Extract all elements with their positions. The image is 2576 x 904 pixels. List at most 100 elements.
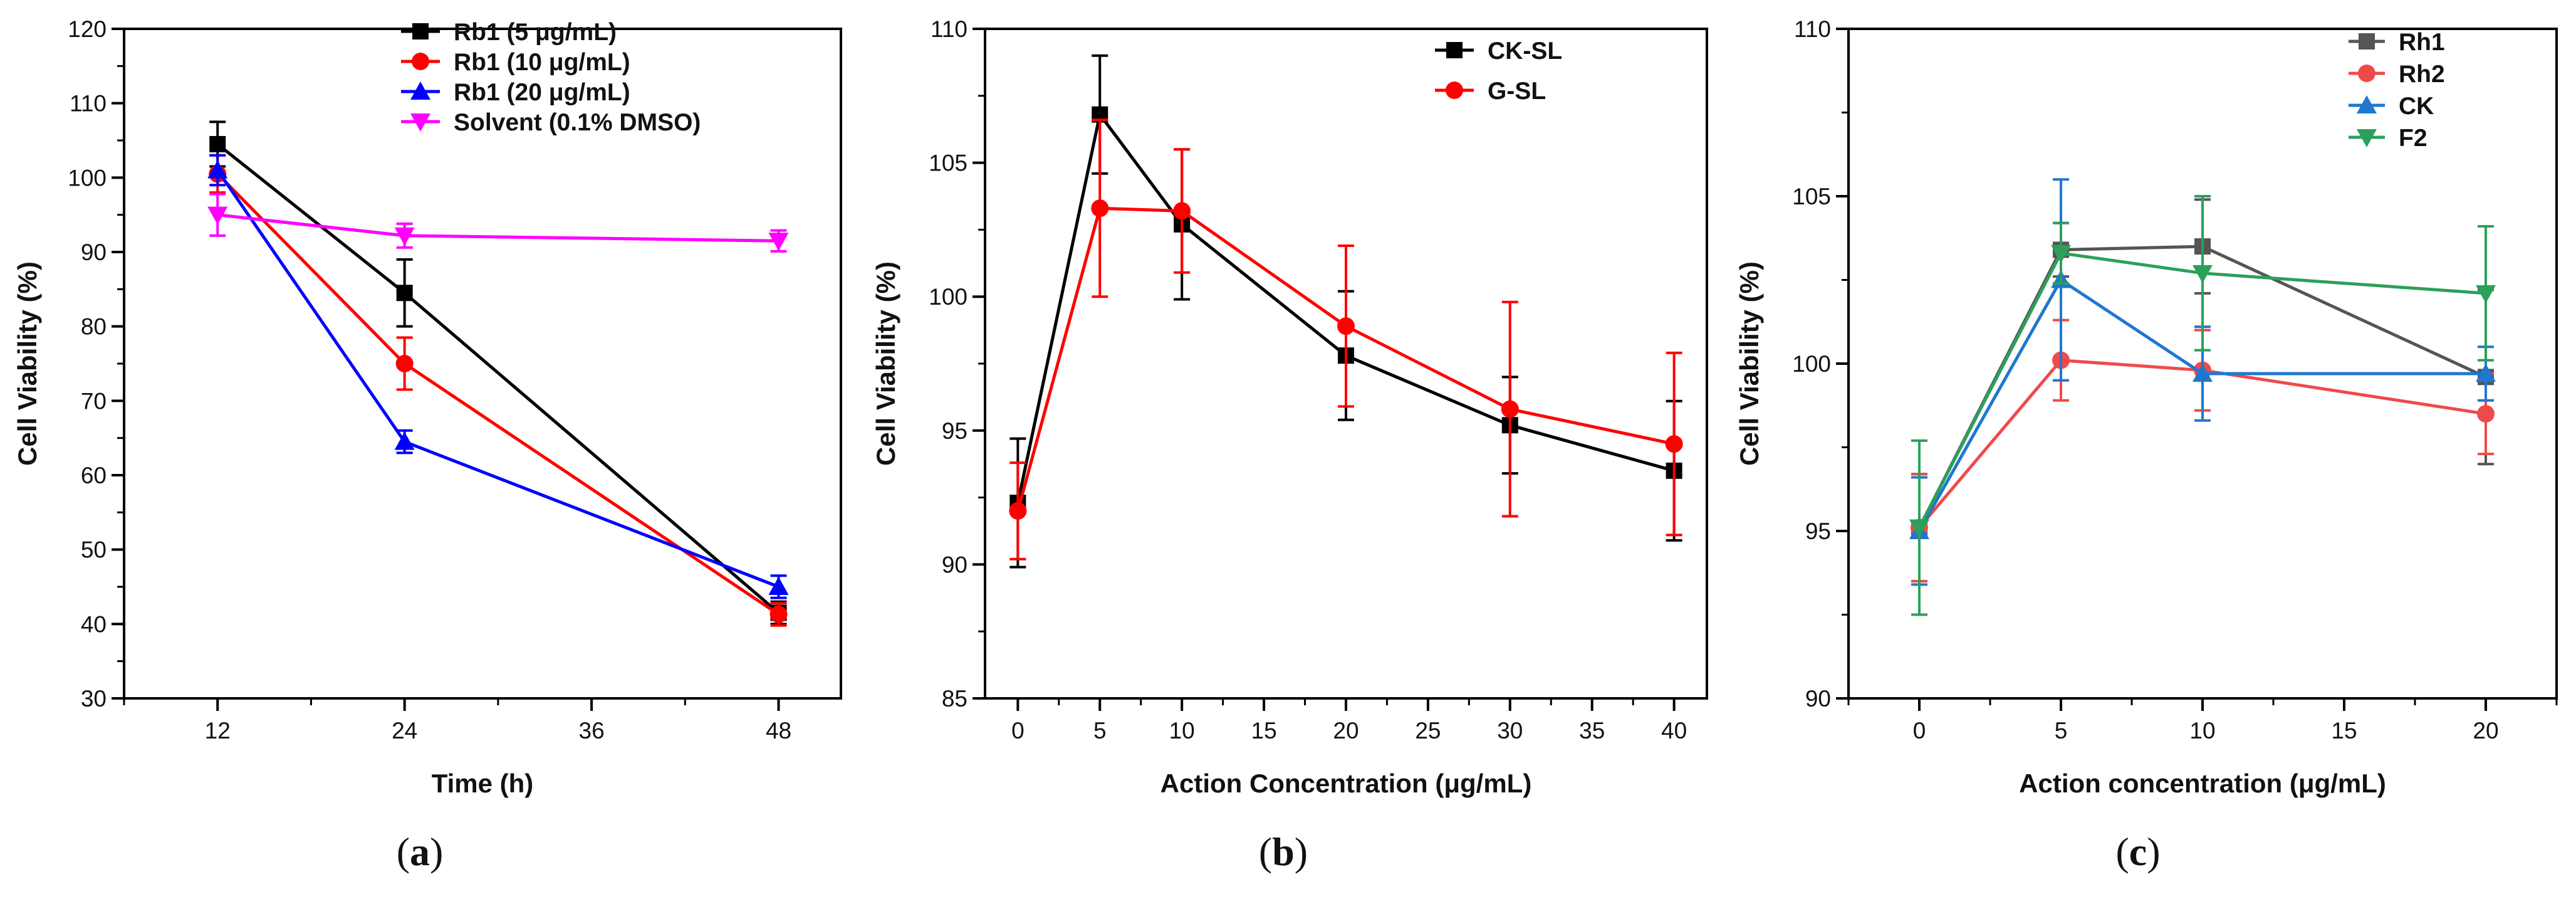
y-tick-label: 100	[929, 284, 967, 310]
data-point	[396, 285, 413, 302]
legend-label: Rb1 (5 μg/mL)	[454, 19, 617, 46]
data-point	[209, 135, 226, 152]
panel-caption: (b)	[1259, 829, 1308, 874]
data-point	[394, 227, 415, 246]
legend-label: G-SL	[1488, 78, 1546, 105]
x-tick-label: 48	[766, 718, 791, 744]
legend-marker	[2357, 95, 2377, 113]
x-tick-label: 40	[1661, 718, 1687, 744]
series-line	[1917, 251, 2486, 528]
x-tick-label: 0	[1913, 718, 1926, 744]
series-rb1-20-g-ml-	[207, 154, 789, 599]
caption-letter: c	[2129, 829, 2147, 874]
y-tick-label: 100	[68, 165, 107, 191]
y-tick-label: 40	[81, 611, 107, 637]
x-axis-title: Action concentration (μg/mL)	[2019, 769, 2386, 798]
caption-close: )	[430, 829, 443, 874]
data-point	[1501, 400, 1519, 418]
series-line	[1918, 359, 2486, 529]
legend-marker	[2357, 129, 2377, 147]
x-tick-label: 36	[579, 718, 605, 744]
legend-label: CK	[2399, 93, 2434, 120]
x-tick-label: 0	[1011, 718, 1025, 744]
x-axis-title: Time (h)	[432, 769, 534, 798]
y-tick-label: 70	[81, 388, 107, 414]
y-tick-label: 85	[942, 686, 967, 712]
legend: CK-SL G-SL	[1435, 38, 1562, 105]
legend-marker	[412, 23, 429, 39]
y-tick-label: 50	[81, 537, 107, 563]
y-tick-label: 30	[81, 686, 107, 712]
data-point	[768, 577, 789, 595]
caption-open: (	[397, 829, 410, 874]
legend: Rh1 Rh2 CK F2	[2349, 29, 2445, 152]
panel-b: 0 5 10 15 20 25 30 35 40 85 90 95 100 105 110 Action Co…	[871, 16, 1708, 874]
data-point	[768, 233, 789, 251]
series-line	[216, 169, 780, 589]
caption-open: (	[2115, 829, 2129, 874]
x-tick-label: 15	[1251, 718, 1277, 744]
y-tick-label: 120	[68, 16, 107, 42]
series-line	[1016, 206, 1675, 512]
panel-a: 12 24 36 48 30 40 50 60 70 80 90 100 110 120 Time (h) C…	[13, 16, 842, 874]
legend-marker	[410, 113, 430, 132]
legend-label: Rh1	[2399, 29, 2445, 56]
x-tick-label: 20	[2473, 718, 2498, 744]
y-tick-label: 105	[929, 150, 967, 176]
series-line	[1016, 110, 1675, 503]
series-line	[216, 142, 780, 614]
legend-marker	[410, 81, 430, 100]
data-point	[769, 605, 788, 623]
x-tick-label: 25	[1415, 718, 1441, 744]
data-point	[2476, 285, 2496, 303]
y-tick-label: 105	[1792, 184, 1831, 209]
x-tick-label: 15	[2331, 718, 2357, 744]
data-point	[2477, 405, 2495, 423]
y-tick-label: 60	[81, 463, 107, 488]
y-axis-title: Cell Viability (%)	[13, 261, 42, 466]
y-tick-label: 95	[942, 418, 967, 444]
legend-label: CK-SL	[1488, 38, 1562, 65]
x-tick-label: 24	[392, 718, 417, 744]
legend-label: Rb1 (10 μg/mL)	[454, 49, 630, 76]
legend-marker	[2359, 33, 2375, 50]
series-line	[1917, 277, 2486, 532]
data-point	[1909, 519, 1929, 538]
legend-marker	[2358, 65, 2375, 82]
x-tick-label: 12	[205, 718, 231, 744]
data-point	[1337, 317, 1355, 335]
series-solvent-0-1-dmso-	[207, 192, 789, 253]
y-tick-label: 110	[70, 91, 107, 117]
series-line	[217, 213, 779, 243]
data-point	[2051, 244, 2071, 263]
caption-close: )	[2147, 829, 2160, 874]
panel-caption: (c)	[2115, 829, 2160, 874]
panel-c: 0 5 10 15 20 90 95 100 105 110 Action concentratio…	[1734, 16, 2558, 874]
panel-caption: (a)	[397, 829, 444, 874]
y-tick-label: 110	[1794, 16, 1831, 42]
y-tick-label: 100	[1792, 351, 1831, 377]
legend: Rb1 (5 μg/mL) Rb1 (10 μg/mL) Rb1 (20 μg/mL…	[401, 19, 701, 136]
data-point	[394, 431, 415, 450]
legend-label: Rh2	[2399, 61, 2445, 88]
x-tick-label: 35	[1579, 718, 1605, 744]
data-point	[1173, 202, 1191, 220]
data-point	[2193, 364, 2213, 382]
series-g-sl	[1009, 118, 1683, 560]
x-axis-title: Action Concentration (μg/mL)	[1160, 769, 1532, 798]
legend-marker	[1446, 81, 1463, 99]
x-tick-label: 5	[2055, 718, 2068, 744]
y-axis-title: Cell Viability (%)	[1734, 261, 1764, 466]
caption-letter: a	[410, 829, 430, 874]
x-tick-label: 20	[1333, 718, 1358, 744]
legend-label: Solvent (0.1% DMSO)	[454, 109, 701, 136]
legend-marker	[1446, 42, 1463, 58]
data-point	[207, 160, 228, 179]
data-point	[395, 355, 414, 372]
data-point	[1009, 502, 1027, 520]
caption-open: (	[1259, 829, 1272, 874]
legend-label: Rb1 (20 μg/mL)	[454, 79, 630, 106]
y-tick-label: 95	[1805, 518, 1831, 544]
x-tick-label: 30	[1497, 718, 1523, 744]
